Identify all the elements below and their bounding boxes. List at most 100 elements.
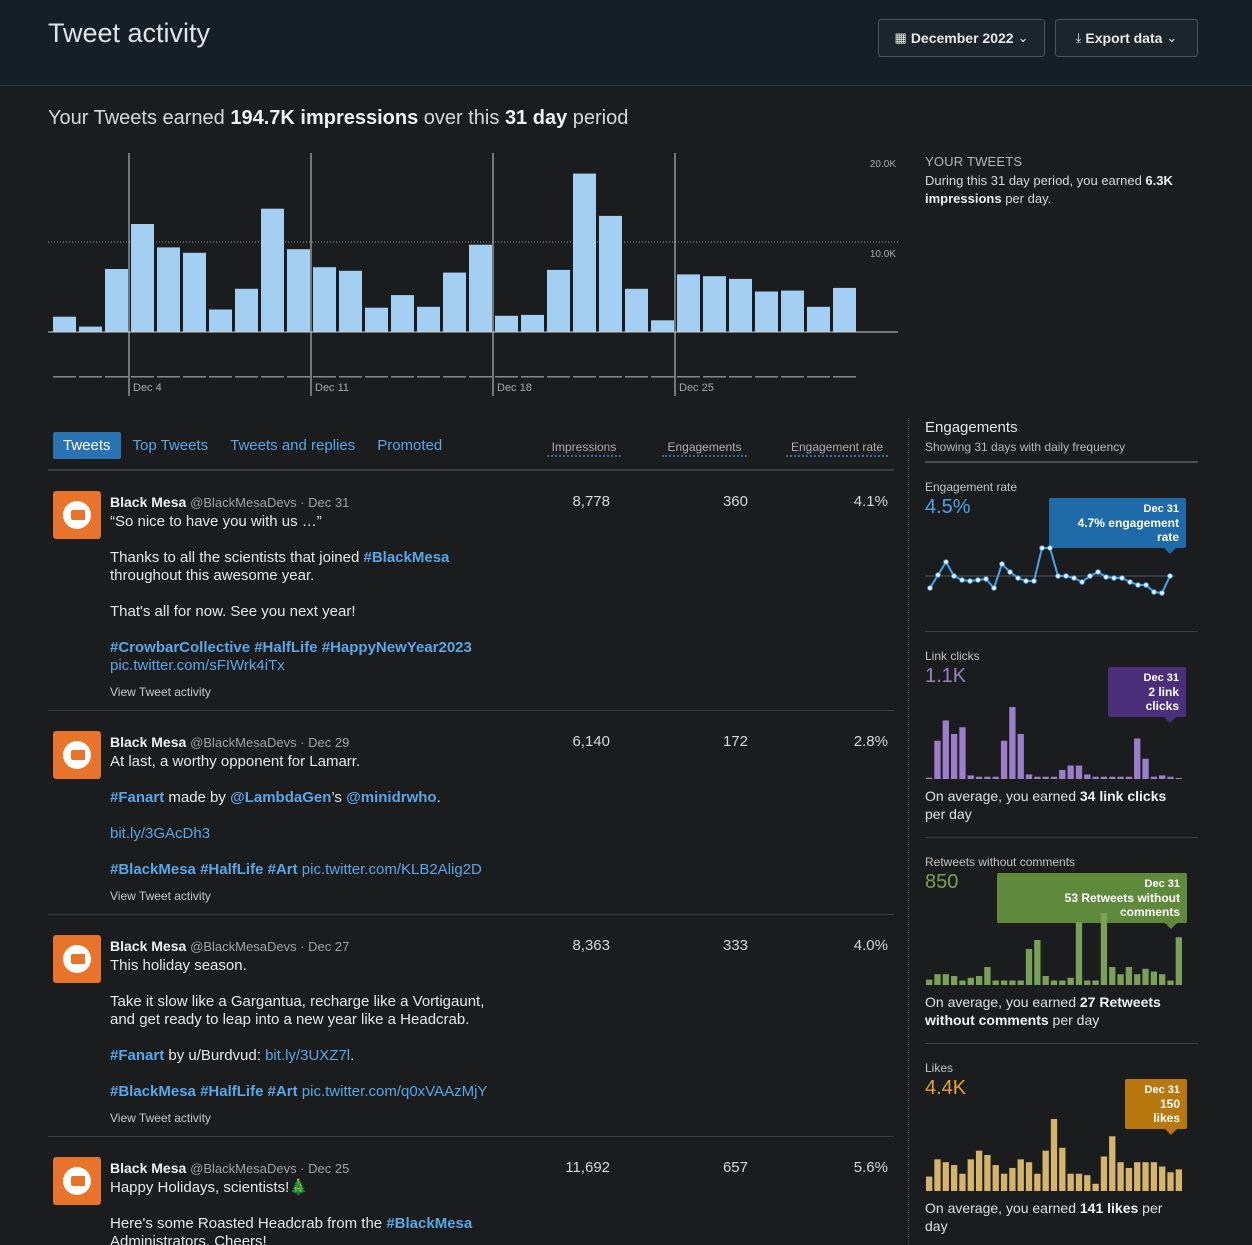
hashtag-link[interactable]: #BlackMesa	[386, 1215, 473, 1232]
hashtag-link[interactable]: #Art	[267, 861, 298, 878]
pic-link[interactable]: pic.twitter.com/KLB2Alig2D	[301, 861, 482, 878]
view-tweet-activity-link[interactable]: View Tweet activity	[110, 1111, 211, 1125]
retweets-bar	[1117, 974, 1124, 985]
tweet-body: Black Mesa @BlackMesaDevs · Dec 29 At la…	[110, 733, 510, 905]
likes-bar	[934, 1159, 941, 1191]
your-tweets-prefix: During this 31 day period, you earned	[925, 173, 1146, 188]
engagement-rate-point	[1079, 579, 1085, 585]
link-clicks-bar	[1142, 758, 1149, 779]
pic-link[interactable]: pic.twitter.com/q0xVAAzMjY	[301, 1083, 488, 1100]
engagement-rate-point	[1135, 582, 1141, 588]
likes-bar	[1167, 1172, 1174, 1191]
link-clicks-bar	[934, 740, 941, 779]
impressions-bar	[261, 208, 284, 332]
engagement-rate-point	[1103, 574, 1109, 580]
column-impressions[interactable]: Impressions	[547, 440, 621, 457]
retweets-bar	[967, 977, 974, 985]
tabs-divider	[48, 469, 894, 471]
hashtag-link[interactable]: #BlackMesa	[110, 1083, 196, 1100]
engagement-rate-point	[1087, 573, 1093, 579]
tweet-engagements: 657	[722, 1159, 748, 1176]
engagement-rate-point	[1031, 578, 1037, 584]
month-selector-button[interactable]: ▦ December 2022 ⌄	[878, 19, 1045, 57]
right-panel-divider	[908, 418, 909, 1245]
empty-bar-stub	[287, 376, 310, 378]
tab-top-tweets[interactable]: Top Tweets	[132, 437, 209, 454]
impressions-bar	[339, 270, 362, 332]
hashtag-link[interactable]: #BlackMesa	[363, 549, 450, 566]
retweets-bar	[1067, 977, 1074, 985]
retweets-bar	[1075, 922, 1083, 985]
empty-bar-stub	[703, 376, 726, 378]
hashtag-link[interactable]: #HalfLife	[254, 639, 318, 656]
link-clicks-bar	[984, 776, 991, 779]
tweet-impressions: 11,692	[565, 1159, 610, 1176]
tweet-row[interactable]: Black Mesa @BlackMesaDevs · Dec 25 Happy…	[48, 1137, 894, 1245]
tweet-row[interactable]: Black Mesa @BlackMesaDevs · Dec 27 This …	[48, 915, 894, 1137]
retweets-bar	[1034, 940, 1041, 985]
hashtag-link[interactable]: #HalfLife	[200, 1083, 264, 1100]
empty-bar-stub	[391, 376, 414, 378]
retweets-bar	[1042, 976, 1049, 985]
tweet-handle-date: @BlackMesaDevs · Dec 25	[190, 1161, 350, 1176]
hashtag-link[interactable]: #CrowbarCollective	[110, 639, 251, 656]
retweets-bar	[1142, 968, 1149, 985]
engagement-rate-point	[1063, 573, 1069, 579]
retweets-bar	[1109, 967, 1116, 985]
export-data-button[interactable]: ⤓ Export data ⌄	[1055, 19, 1198, 57]
link-clicks-bar	[1009, 707, 1016, 779]
avatar	[53, 1157, 101, 1205]
column-engagement-rate[interactable]: Engagement rate	[786, 440, 888, 457]
y-tick-label: 10.0K	[870, 249, 896, 260]
pic-link[interactable]: pic.twitter.com/sFIWrk4iTx	[110, 657, 285, 674]
tweet-row[interactable]: Black Mesa @BlackMesaDevs · Dec 31 “So n…	[48, 471, 894, 711]
tweet-author: Black Mesa	[110, 734, 187, 750]
retweets-bar	[1167, 980, 1174, 985]
link-clicks-bar	[1134, 738, 1141, 779]
tab-promoted[interactable]: Promoted	[377, 437, 443, 454]
note-text: day	[925, 1218, 948, 1234]
link-clicks-value: 1.1K	[925, 665, 967, 687]
mention-link[interactable]: @minidrwho	[346, 789, 437, 806]
tweet-engagement-rate: 4.0%	[853, 937, 888, 954]
note-text: per day	[1048, 1012, 1100, 1028]
likes-bar	[1050, 1119, 1058, 1191]
likes-bar	[926, 1176, 933, 1191]
calendar-icon: ▦	[894, 30, 907, 45]
tab-tweets[interactable]: Tweets	[53, 432, 121, 459]
tweet-row[interactable]: Black Mesa @BlackMesaDevs · Dec 29 At la…	[48, 711, 894, 915]
engagement-rate-line	[929, 547, 1171, 595]
mention-link[interactable]: @LambdaGen	[230, 789, 332, 806]
impressions-bar	[677, 274, 700, 332]
hashtag-link[interactable]: #Art	[267, 1083, 298, 1100]
hashtag-link[interactable]: #Fanart	[110, 1047, 165, 1064]
tweet-text: Administrators. Cheers!	[110, 1233, 267, 1245]
likes-bar	[1009, 1167, 1016, 1191]
link-clicks-bar	[1017, 734, 1024, 779]
url-link[interactable]: bit.ly/3UXZ7l	[265, 1047, 351, 1064]
avatar	[53, 731, 101, 779]
retweets-bar	[1150, 971, 1158, 985]
impressions-bar	[209, 309, 232, 332]
tweet-impressions: 6,140	[572, 733, 610, 750]
empty-bar-stub	[651, 376, 674, 378]
hashtag-link[interactable]: #HappyNewYear2023	[321, 639, 472, 656]
tweet-hashtags: #BlackMesa #HalfLife #Art pic.twitter.co…	[110, 1083, 510, 1101]
url-link[interactable]: bit.ly/3GAcDh3	[110, 825, 211, 842]
view-tweet-activity-link[interactable]: View Tweet activity	[110, 889, 211, 903]
retweets-bar	[942, 974, 949, 985]
view-tweet-activity-link[interactable]: View Tweet activity	[110, 685, 211, 699]
avatar	[53, 491, 101, 539]
column-engagements[interactable]: Engagements	[662, 440, 747, 457]
impressions-bar	[131, 224, 154, 332]
hashtag-link[interactable]: #BlackMesa	[110, 861, 196, 878]
tweet-text: and get ready to leap into a new year li…	[110, 1011, 470, 1028]
engagement-rate-point	[951, 573, 957, 579]
link-clicks-label: Link clicks	[925, 649, 980, 663]
hashtag-link[interactable]: #Fanart	[110, 789, 165, 806]
section-divider	[925, 837, 1198, 838]
tab-tweets-and-replies[interactable]: Tweets and replies	[230, 437, 356, 454]
hashtag-link[interactable]: #HalfLife	[200, 861, 264, 878]
impressions-chart-svg: Dec 4 Dec 11 Dec 18 Dec 25 20.0K 10.0K	[48, 153, 898, 396]
retweets-tooltip: Dec 31 53 Retweets without comments	[997, 873, 1187, 929]
